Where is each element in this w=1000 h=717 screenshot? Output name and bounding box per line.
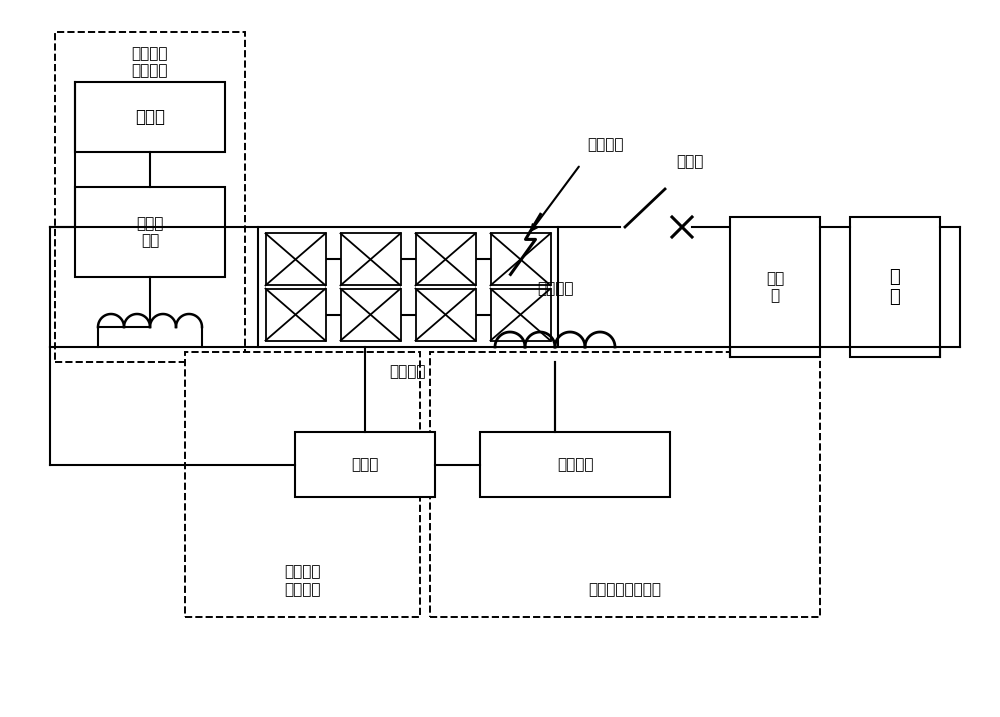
Text: 测量电路: 测量电路 — [557, 457, 593, 472]
Bar — [340, 289, 400, 341]
Bar — [430, 352, 820, 617]
Text: 电弧故障: 电弧故障 — [587, 137, 624, 152]
Bar — [295, 432, 435, 497]
Text: 负
载: 负 载 — [890, 267, 900, 306]
Text: 处理器: 处理器 — [351, 457, 379, 472]
Bar — [266, 289, 326, 341]
Bar — [75, 82, 225, 152]
Bar — [490, 234, 550, 285]
Text: 断路器: 断路器 — [676, 154, 704, 169]
Text: 光伏阵列: 光伏阵列 — [390, 364, 426, 379]
Bar — [340, 234, 400, 285]
Bar — [416, 289, 476, 341]
Bar — [480, 432, 670, 497]
Text: 电弧故障
判断单元: 电弧故障 判断单元 — [284, 564, 321, 597]
Bar — [75, 187, 225, 277]
Bar — [730, 217, 820, 357]
Bar — [490, 289, 550, 341]
Bar — [185, 352, 420, 617]
Bar — [850, 217, 940, 357]
Text: 单片机: 单片机 — [135, 108, 165, 126]
Bar — [416, 234, 476, 285]
Bar — [266, 234, 326, 285]
Text: 信号发
生器: 信号发 生器 — [136, 216, 164, 248]
Bar — [55, 32, 245, 362]
Text: 主动注入
信号单元: 主动注入 信号单元 — [132, 46, 168, 78]
Bar — [258, 227, 558, 347]
Text: 逆变
器: 逆变 器 — [766, 271, 784, 303]
Text: 罗氏线圈: 罗氏线圈 — [537, 282, 573, 297]
Text: 测量电流信号单元: 测量电流信号单元 — [588, 582, 662, 597]
